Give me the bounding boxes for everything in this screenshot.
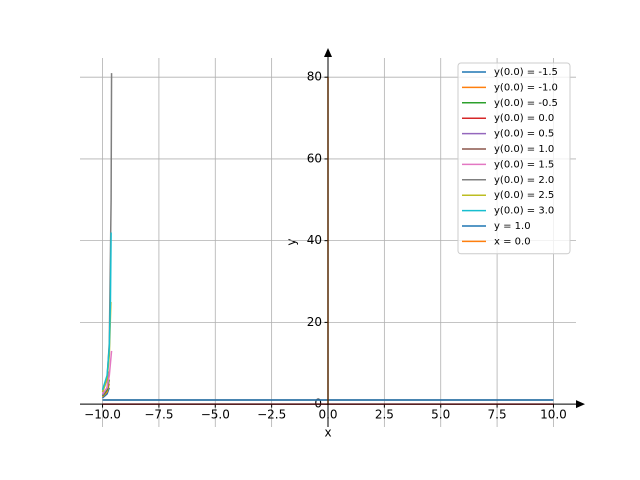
x-axis-label: x — [324, 426, 331, 440]
series-line — [101, 350, 113, 395]
legend-box — [457, 62, 571, 255]
legend-label: y = 1.0 — [494, 221, 531, 232]
legend-label: y(0.0) = -0.5 — [494, 98, 558, 109]
x-tick-label: −5.0 — [201, 408, 230, 422]
x-axis-arrow — [576, 400, 585, 409]
series-line — [102, 387, 111, 399]
x-tick-label: 2.5 — [375, 408, 394, 422]
x-tick-label: 5.0 — [431, 408, 450, 422]
legend-label: y(0.0) = 0.0 — [494, 113, 554, 124]
x-tick-label: −7.5 — [144, 408, 173, 422]
x-tick-label: −10.0 — [84, 408, 121, 422]
y-tick-label: 40 — [307, 233, 322, 247]
legend-label: y(0.0) = 2.0 — [494, 175, 554, 186]
legend-label: y(0.0) = 1.0 — [494, 144, 554, 155]
legend-label: y(0.0) = 1.5 — [494, 159, 554, 170]
legend-label: x = 0.0 — [494, 236, 531, 247]
legend-label: y(0.0) = -1.5 — [494, 67, 558, 78]
legend-label: y(0.0) = -1.0 — [494, 82, 558, 93]
y-tick-label: 20 — [307, 315, 322, 329]
y-tick-label: 80 — [307, 70, 322, 84]
legend-label: y(0.0) = 2.5 — [494, 190, 554, 201]
y-tick-label: 60 — [307, 151, 322, 165]
y-axis-arrow — [324, 48, 332, 57]
x-tick-label: 7.5 — [488, 408, 507, 422]
series-line — [101, 232, 112, 391]
x-tick-label: 10.0 — [540, 408, 567, 422]
y-axis-label: y — [285, 238, 299, 245]
legend-label: y(0.0) = 0.5 — [494, 129, 554, 140]
legend-label: y(0.0) = 3.0 — [494, 206, 554, 217]
x-tick-label: −2.5 — [257, 408, 286, 422]
